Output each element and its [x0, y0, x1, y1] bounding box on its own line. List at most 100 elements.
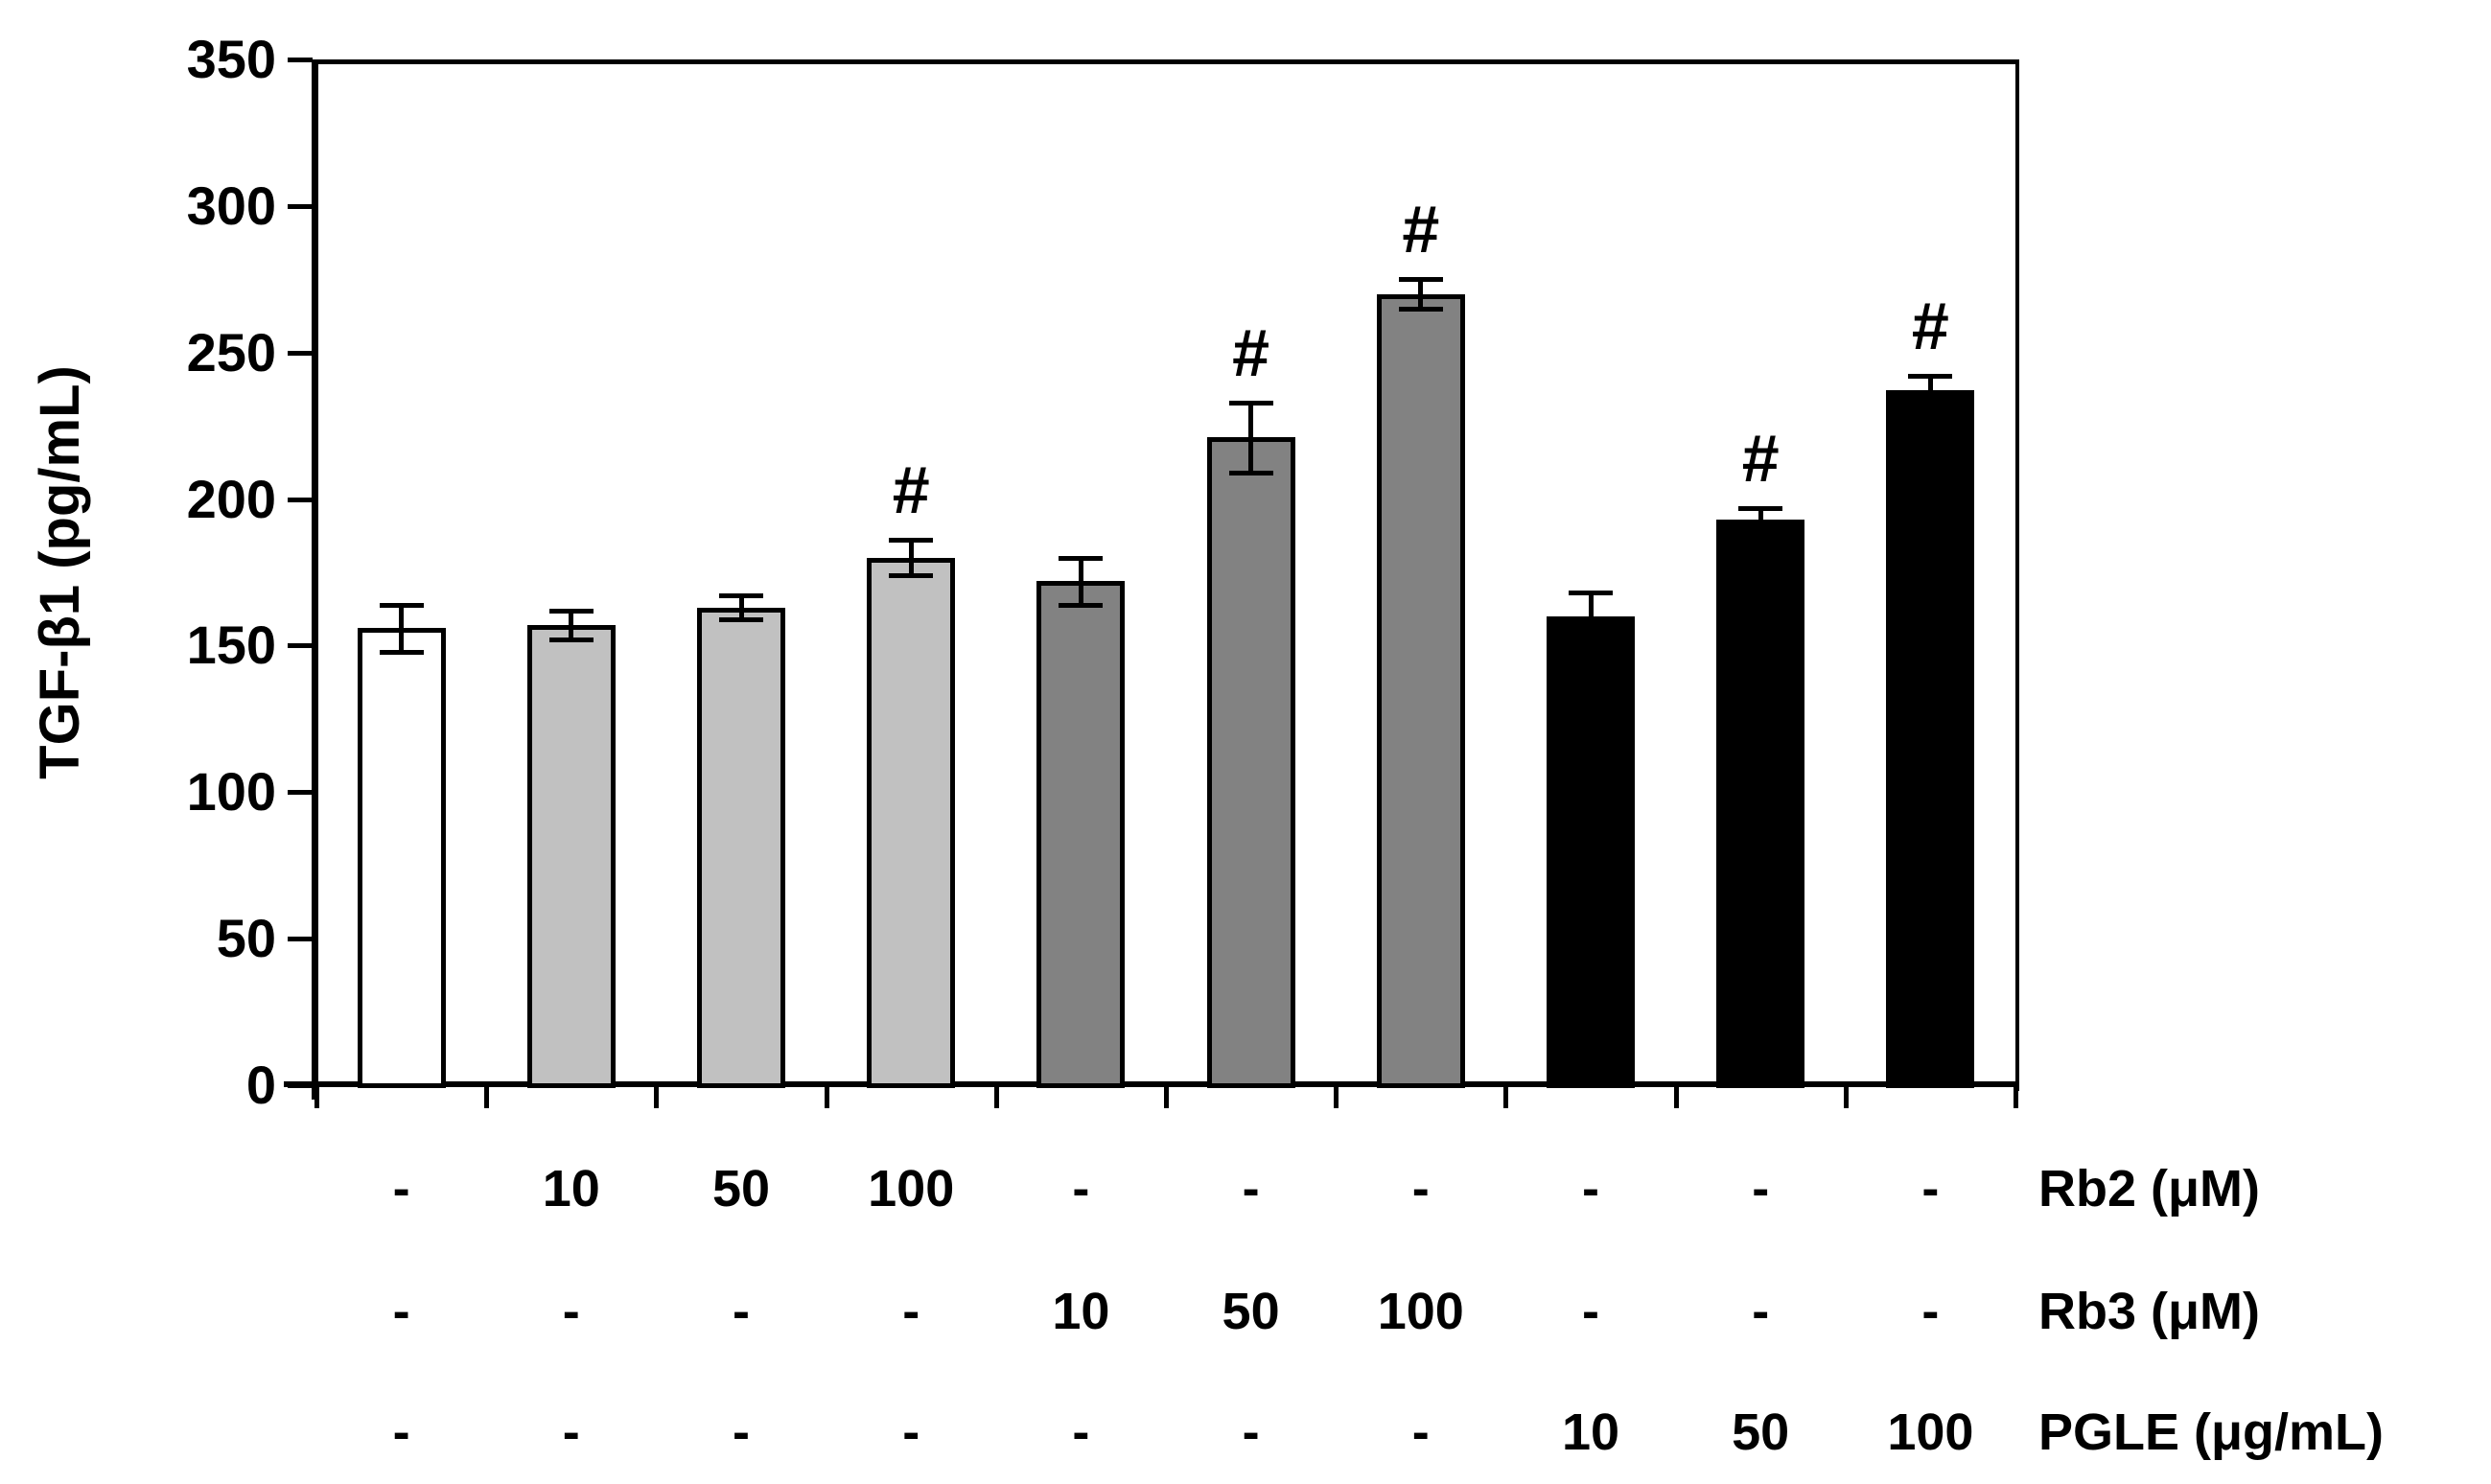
error-bar	[1078, 557, 1083, 605]
error-bar-cap-bottom	[1908, 403, 1953, 408]
error-bar	[1588, 592, 1594, 640]
significance-hash: #	[1402, 192, 1440, 267]
y-tick	[288, 58, 313, 62]
error-bar-cap-bottom	[1738, 529, 1783, 535]
plot-right-border	[2015, 59, 2019, 1091]
error-bar	[1248, 402, 1254, 474]
treatment-cell: -	[1242, 1403, 1260, 1461]
error-bar-cap-bottom	[889, 573, 934, 579]
treatment-cell: 10	[1052, 1283, 1110, 1340]
treatment-row-label: Rb3 (μM)	[2038, 1283, 2261, 1340]
error-bar-cap-top	[548, 608, 594, 614]
error-bar	[569, 610, 574, 640]
x-tick	[654, 1087, 660, 1108]
error-bar-cap-top	[1569, 591, 1613, 596]
treatment-cell: 50	[1222, 1283, 1280, 1340]
y-tick-label: 150	[186, 614, 276, 676]
y-tick-label: 250	[186, 321, 276, 383]
treatment-cell: -	[1411, 1160, 1430, 1217]
plot-top-border	[312, 59, 2019, 64]
treatment-row-label: PGLE (μg/mL)	[2038, 1403, 2385, 1461]
treatment-cell: -	[1921, 1283, 1940, 1340]
significance-hash: #	[1911, 289, 1949, 364]
treatment-cell: -	[562, 1403, 580, 1461]
treatment-cell: -	[1072, 1403, 1090, 1461]
treatment-cell: -	[1581, 1283, 1599, 1340]
y-tick	[288, 790, 313, 796]
error-bar	[399, 604, 405, 652]
treatment-cell: 50	[711, 1160, 771, 1217]
treatment-row-label: Rb2 (μM)	[2038, 1160, 2261, 1217]
significance-hash: #	[892, 452, 930, 528]
bar	[1206, 437, 1295, 1088]
y-tick	[288, 643, 313, 649]
error-bar-cap-bottom	[1398, 306, 1443, 312]
treatment-cell: -	[1242, 1160, 1260, 1217]
bar	[1036, 581, 1126, 1088]
treatment-cell: -	[562, 1283, 580, 1340]
significance-hash: #	[1232, 314, 1270, 390]
y-tick	[288, 937, 313, 942]
treatment-cell: -	[392, 1160, 410, 1217]
x-tick	[1334, 1087, 1339, 1108]
treatment-cell: -	[1581, 1160, 1599, 1217]
bar	[697, 607, 785, 1088]
error-bar-cap-bottom	[1059, 602, 1104, 608]
bar	[1886, 390, 1975, 1088]
error-bar	[1927, 376, 1933, 406]
error-bar	[1758, 507, 1763, 532]
error-bar	[1418, 279, 1424, 309]
x-tick	[993, 1087, 999, 1108]
error-bar-cap-bottom	[1228, 471, 1273, 476]
treatment-cell: -	[902, 1403, 920, 1461]
error-bar-cap-bottom	[719, 616, 763, 622]
treatment-cell: -	[1072, 1160, 1090, 1217]
error-bar-cap-top	[1738, 505, 1783, 511]
treatment-cell: -	[1411, 1403, 1430, 1461]
significance-hash: #	[1741, 420, 1780, 496]
treatment-cell: -	[1752, 1283, 1770, 1340]
y-tick	[288, 1083, 313, 1088]
bar	[526, 625, 616, 1088]
treatment-cell: 10	[1561, 1403, 1620, 1461]
error-bar-cap-top	[379, 602, 424, 608]
treatment-cell: 100	[868, 1160, 955, 1217]
error-bar-cap-top	[889, 538, 934, 544]
bar	[867, 557, 956, 1088]
y-axis-line	[312, 59, 318, 1100]
error-bar	[908, 540, 914, 576]
bar	[357, 628, 446, 1088]
error-bar-cap-top	[1228, 400, 1273, 406]
error-bar-cap-bottom	[379, 649, 424, 655]
x-tick	[484, 1087, 490, 1108]
error-bar-cap-top	[719, 593, 763, 599]
x-tick	[1843, 1087, 1849, 1108]
y-tick	[288, 350, 313, 356]
treatment-cell: 10	[542, 1160, 600, 1217]
bar	[1716, 519, 1805, 1088]
y-tick-label: 0	[245, 1055, 276, 1115]
treatment-cell: 50	[1732, 1403, 1790, 1461]
treatment-cell: -	[732, 1403, 750, 1461]
x-tick	[824, 1087, 829, 1108]
x-tick	[1503, 1087, 1509, 1108]
y-tick-label: 350	[186, 29, 276, 89]
treatment-cell: 100	[1377, 1283, 1464, 1340]
y-tick	[288, 497, 313, 502]
treatment-cell: 100	[1887, 1403, 1974, 1461]
error-bar-cap-top	[1908, 374, 1953, 380]
y-tick-label: 50	[216, 908, 276, 969]
error-bar-cap-bottom	[548, 638, 594, 643]
x-tick	[1164, 1087, 1169, 1108]
x-axis-line	[284, 1081, 2019, 1087]
treatment-cell: -	[392, 1283, 410, 1340]
error-bar-cap-top	[1059, 555, 1104, 561]
treatment-cell: -	[902, 1283, 920, 1340]
y-tick-label: 100	[186, 761, 276, 823]
error-bar-cap-top	[1398, 277, 1443, 283]
error-bar-cap-bottom	[1569, 638, 1613, 643]
y-tick	[288, 203, 313, 209]
x-tick	[1673, 1087, 1679, 1108]
